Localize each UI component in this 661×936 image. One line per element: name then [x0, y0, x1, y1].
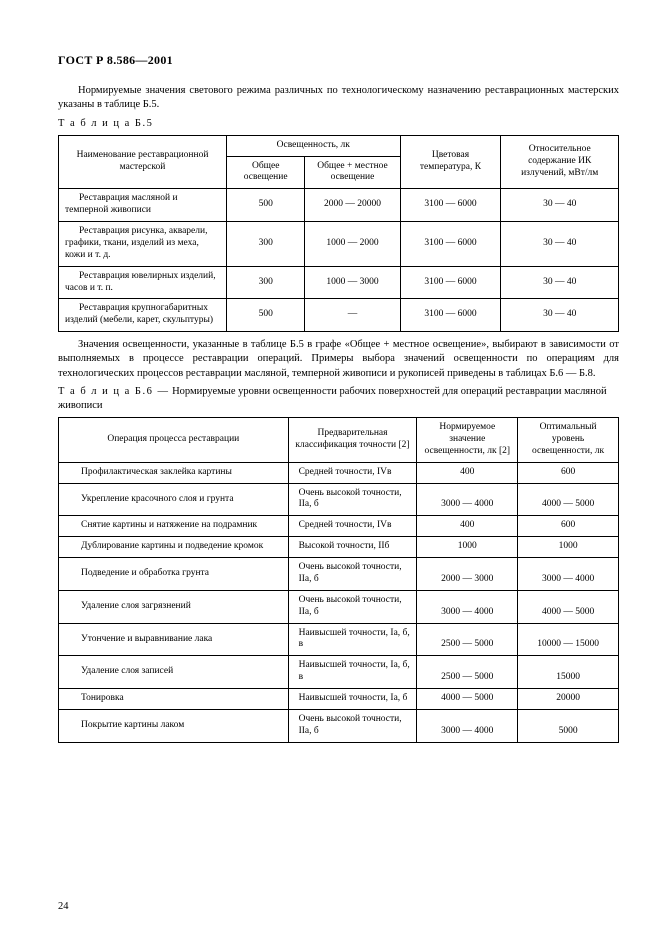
page-number: 24: [58, 900, 69, 914]
t6-cell-opt: 15000: [518, 656, 619, 689]
table-row: ТонировкаНаивысшей точности, Iа, б4000 —…: [59, 689, 619, 710]
table-b5-caption: Т а б л и ц а Б.5: [58, 117, 619, 131]
t6-cell-opt: 1000: [518, 537, 619, 558]
table-row: Укрепление красочного слоя и грунтаОчень…: [59, 483, 619, 516]
table-b5: Наименование реставрационной мастерской …: [58, 135, 619, 333]
t6-cell-opt: 20000: [518, 689, 619, 710]
table-b6-caption: Т а б л и ц а Б.6 — Нормируемые уровни о…: [58, 385, 619, 413]
table-row: Удаление слоя записейНаивысшей точности,…: [59, 656, 619, 689]
t5-cell-gen: 300: [227, 222, 305, 267]
t6-col-class: Предварительная классификация точности […: [288, 418, 417, 463]
t6-cell-opt: 5000: [518, 709, 619, 742]
t6-cell-opt: 600: [518, 516, 619, 537]
t5-col-colortemp: Цветовая температура, К: [400, 135, 501, 189]
t6-cell-class: Средней точности, IVв: [288, 462, 417, 483]
t5-cell-comb: —: [305, 299, 400, 332]
table-row: Дублирование картины и подведение кромок…: [59, 537, 619, 558]
t6-cell-opt: 600: [518, 462, 619, 483]
t6-cell-op: Тонировка: [59, 689, 289, 710]
t6-cell-norm: 1000: [417, 537, 518, 558]
t6-col-opt: Оптимальный уровень освещенности, лк: [518, 418, 619, 463]
t6-cell-op: Удаление слоя загрязнений: [59, 590, 289, 623]
t5-cell-name: Реставрация масляной и темперной живопис…: [59, 189, 227, 222]
t6-col-norm: Нормируемое значение освещенности, лк [2…: [417, 418, 518, 463]
table-row: Удаление слоя загрязненийОчень высокой т…: [59, 590, 619, 623]
t5-cell-ir: 30 — 40: [501, 222, 619, 267]
t5-cell-name: Реставрация ювелирных изделий, часов и т…: [59, 266, 227, 299]
table-b6-caption-prefix: Т а б л и ц а Б.6 —: [58, 386, 169, 397]
t6-cell-opt: 4000 — 5000: [518, 483, 619, 516]
t6-cell-class: Наивысшей точности, Iа, б: [288, 689, 417, 710]
t5-col-illum-general: Общее освещение: [227, 156, 305, 189]
t6-cell-class: Средней точности, IVв: [288, 516, 417, 537]
t6-cell-class: Очень высокой точности, IIа, б: [288, 590, 417, 623]
t5-col-illum: Освещенность, лк: [227, 135, 401, 156]
t6-cell-opt: 3000 — 4000: [518, 558, 619, 591]
intro-paragraph: Нормируемые значения светового режима ра…: [58, 84, 619, 112]
table-row: Утончение и выравнивание лакаНаивысшей т…: [59, 623, 619, 656]
table-row: Реставрация крупногабаритных изделий (ме…: [59, 299, 619, 332]
t5-cell-comb: 2000 — 20000: [305, 189, 400, 222]
t6-cell-class: Наивысшей точности, Iа, б, в: [288, 656, 417, 689]
t6-cell-opt: 10000 — 15000: [518, 623, 619, 656]
t5-cell-ir: 30 — 40: [501, 266, 619, 299]
t6-cell-norm: 400: [417, 516, 518, 537]
t6-cell-class: Очень высокой точности, IIа, б: [288, 558, 417, 591]
t6-cell-op: Покрытие картины лаком: [59, 709, 289, 742]
t6-cell-norm: 4000 — 5000: [417, 689, 518, 710]
t6-cell-norm: 3000 — 4000: [417, 483, 518, 516]
t5-cell-temp: 3100 — 6000: [400, 299, 501, 332]
t6-cell-op: Подведение и обработка грунта: [59, 558, 289, 591]
t6-cell-op: Удаление слоя записей: [59, 656, 289, 689]
t6-cell-norm: 3000 — 4000: [417, 590, 518, 623]
t5-col-illum-combined: Общее + местное освещение: [305, 156, 400, 189]
t5-cell-gen: 300: [227, 266, 305, 299]
t6-cell-op: Утончение и выравнивание лака: [59, 623, 289, 656]
t5-cell-comb: 1000 — 3000: [305, 266, 400, 299]
t6-cell-op: Дублирование картины и подведение кромок: [59, 537, 289, 558]
table-row: Реставрация ювелирных изделий, часов и т…: [59, 266, 619, 299]
table-b6: Операция процесса реставрации Предварите…: [58, 417, 619, 743]
t6-cell-op: Укрепление красочного слоя и грунта: [59, 483, 289, 516]
t5-cell-ir: 30 — 40: [501, 299, 619, 332]
t5-cell-temp: 3100 — 6000: [400, 189, 501, 222]
table-row: Покрытие картины лакомОчень высокой точн…: [59, 709, 619, 742]
t5-cell-name: Реставрация рисунка, акварели, графики, …: [59, 222, 227, 267]
t5-cell-temp: 3100 — 6000: [400, 266, 501, 299]
table-row: Реставрация масляной и темперной живопис…: [59, 189, 619, 222]
t5-cell-comb: 1000 — 2000: [305, 222, 400, 267]
mid-paragraph: Значения освещенности, указанные в табли…: [58, 338, 619, 381]
table-row: Снятие картины и натяжение на подрамникС…: [59, 516, 619, 537]
t5-cell-gen: 500: [227, 299, 305, 332]
t5-cell-ir: 30 — 40: [501, 189, 619, 222]
t6-cell-class: Очень высокой точности, IIа, б: [288, 709, 417, 742]
t6-cell-norm: 3000 — 4000: [417, 709, 518, 742]
t6-cell-norm: 2500 — 5000: [417, 656, 518, 689]
t6-cell-norm: 2000 — 3000: [417, 558, 518, 591]
t6-cell-class: Наивысшей точности, Iа, б, в: [288, 623, 417, 656]
t5-cell-name: Реставрация крупногабаритных изделий (ме…: [59, 299, 227, 332]
t5-col-ir: Относительное содержание ИК излучений, м…: [501, 135, 619, 189]
t6-cell-opt: 4000 — 5000: [518, 590, 619, 623]
t5-col-name: Наименование реставрационной мастерской: [59, 135, 227, 189]
table-row: Профилактическая заклейка картиныСредней…: [59, 462, 619, 483]
t6-cell-class: Высокой точности, IIб: [288, 537, 417, 558]
table-row: Подведение и обработка грунтаОчень высок…: [59, 558, 619, 591]
t5-cell-gen: 500: [227, 189, 305, 222]
t6-cell-norm: 2500 — 5000: [417, 623, 518, 656]
t6-col-op: Операция процесса реставрации: [59, 418, 289, 463]
table-row: Реставрация рисунка, акварели, графики, …: [59, 222, 619, 267]
standard-code: ГОСТ Р 8.586—2001: [58, 52, 619, 68]
t5-cell-temp: 3100 — 6000: [400, 222, 501, 267]
t6-cell-op: Снятие картины и натяжение на подрамник: [59, 516, 289, 537]
t6-cell-class: Очень высокой точности, IIа, б: [288, 483, 417, 516]
t6-cell-norm: 400: [417, 462, 518, 483]
t6-cell-op: Профилактическая заклейка картины: [59, 462, 289, 483]
